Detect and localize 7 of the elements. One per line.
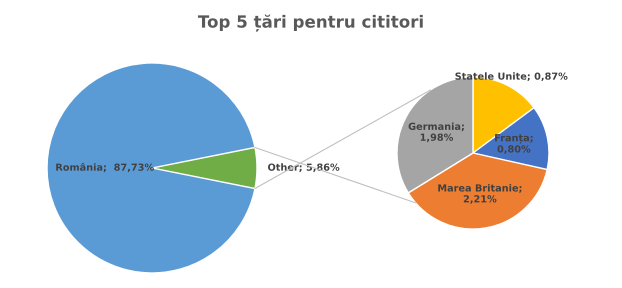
- chart-title: Top 5 țări pentru cititori: [198, 14, 423, 32]
- slice-label: România; 87,73%: [56, 162, 154, 172]
- slice-label: Statele Unite; 0,87%: [455, 72, 568, 82]
- slice-label: Marea Britanie; 2,21%: [438, 184, 522, 204]
- pie-slice: [46, 62, 256, 274]
- slice-label: Franța; 0,80%: [495, 134, 532, 154]
- slice-label: Germania; 1,98%: [408, 122, 464, 142]
